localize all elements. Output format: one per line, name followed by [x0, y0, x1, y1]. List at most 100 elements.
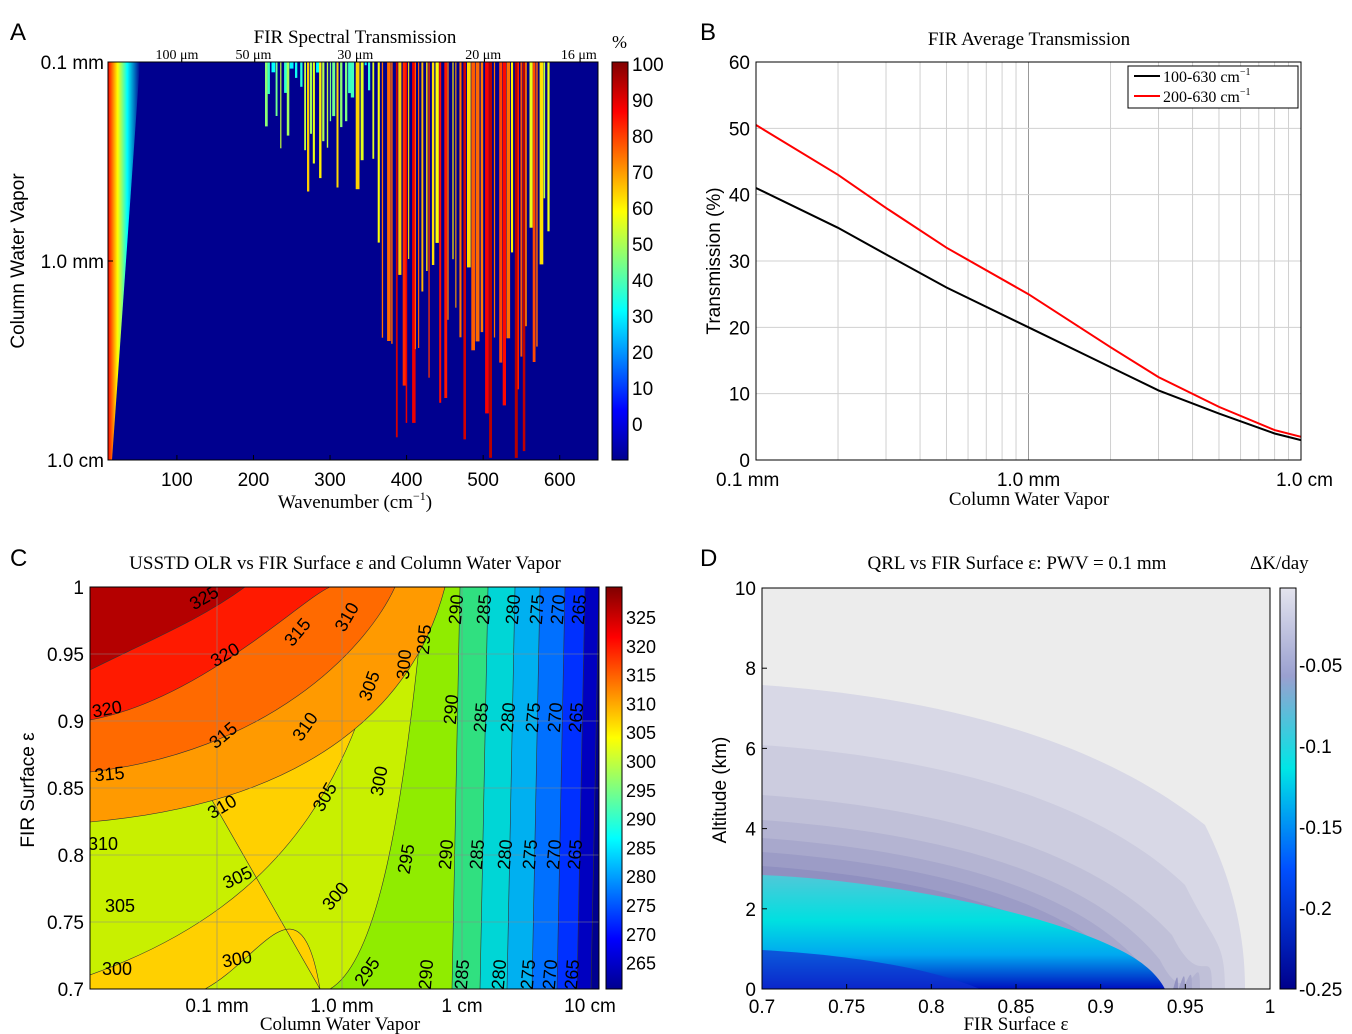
panel-b-frame [755, 61, 1302, 461]
panel-a-xlabel: Wavenumber (cm−1) [278, 489, 432, 513]
panel-b-x-ticks: 0.1 mm 1.0 mm 1.0 cm [716, 470, 1333, 491]
panel-d-ylabel: Altitude (km) [710, 737, 731, 844]
panel-a-plot [107, 61, 599, 461]
y-tick-label: 0.8 [58, 846, 84, 867]
panel-d-colorbar-unit: ΔK/day [1250, 553, 1309, 574]
panel-a-colorbar [611, 61, 629, 461]
spectral-line [459, 62, 462, 338]
panel-b-title: FIR Average Transmission [928, 29, 1131, 50]
panel-d-plot [762, 588, 1270, 989]
panel-b-legend-box [1127, 65, 1299, 109]
panel-b-y-ticks: 0 10 20 30 40 50 60 [729, 53, 750, 472]
panel-b-xlabel: Column Water Vapor [949, 489, 1110, 510]
spectral-line [414, 62, 416, 350]
colorbar-tick-label: 295 [626, 781, 656, 801]
spectral-line [395, 62, 398, 438]
x-tick-label: 500 [467, 470, 499, 491]
y-tick-label: 0.85 [47, 779, 84, 800]
y-tick-label: 50 [729, 119, 750, 140]
spectral-line [336, 62, 339, 188]
panel-a: A FIR Spectral Transmission 100 200 300 400… [8, 19, 664, 513]
x-tick-label: 1 cm [441, 996, 482, 1017]
panel-c-colorbar [605, 586, 623, 990]
panel-a-colorbar-unit: % [612, 32, 627, 52]
spectral-line [480, 62, 484, 333]
contour-label: 270 [544, 702, 567, 734]
spectral-line [271, 62, 276, 73]
x-tick-label: 0.1 mm [185, 996, 248, 1017]
panel-c: C USSTD OLR vs FIR Surface ε and Column … [10, 545, 656, 1034]
panel-a-ylabel: Column Water Vapor [8, 173, 29, 349]
colorbar-tick-label: 80 [632, 127, 653, 148]
spectral-line [364, 62, 367, 66]
contour-label: 290 [445, 594, 468, 626]
spectral-line [387, 62, 391, 341]
spectral-line [275, 62, 278, 116]
x-tick-label: 0.85 [998, 997, 1035, 1018]
contour-label: 265 [565, 702, 588, 734]
spectral-line [536, 62, 538, 347]
spectral-line [539, 62, 544, 265]
series-line [755, 187, 1302, 442]
panel-d-x-ticks: 0.7 0.75 0.8 0.85 0.9 0.95 1 [749, 984, 1276, 1018]
spectral-line [377, 62, 380, 243]
contour-label: 280 [488, 959, 511, 991]
spectral-line [289, 62, 294, 69]
top-tick-label: 20 μm [465, 48, 501, 63]
y-tick-label: 1 [73, 578, 84, 599]
spectral-line [280, 62, 282, 149]
panel-c-letter: C [10, 545, 27, 572]
colorbar-tick-label: 100 [632, 55, 664, 76]
y-tick-label: 0.75 [47, 913, 84, 934]
x-tick-label: 400 [391, 470, 423, 491]
colorbar-tick-label: 310 [626, 694, 656, 714]
spectral-line [522, 62, 526, 452]
spectral-line [405, 62, 408, 423]
spectral-line [489, 62, 492, 458]
spectral-line [319, 62, 322, 179]
colorbar-tick-label: 285 [626, 838, 656, 858]
contour-label: 265 [564, 839, 587, 871]
y-tick-label: 0.9 [58, 712, 84, 733]
contour-label: 275 [517, 959, 540, 991]
spectral-line [520, 62, 523, 357]
spectral-line [381, 62, 384, 338]
colorbar-tick-label: 265 [626, 954, 656, 974]
panel-a-title: FIR Spectral Transmission [254, 27, 457, 48]
spectral-line [485, 62, 489, 414]
x-tick-label: 100 [161, 470, 193, 491]
spectral-line [300, 62, 303, 87]
x-tick-label: 0.1 mm [716, 470, 779, 491]
contour-label: 285 [473, 594, 496, 626]
spectral-line [326, 62, 329, 148]
colorbar-tick-label: 325 [626, 608, 656, 628]
spectral-line [506, 62, 511, 339]
contour-label: 280 [502, 594, 525, 626]
contour-label: 275 [522, 702, 545, 734]
contour-band [90, 587, 246, 671]
colorbar-tick-label: 290 [626, 810, 656, 830]
top-tick-label: 100 μm [155, 48, 198, 63]
panel-c-title: USSTD OLR vs FIR Surface ε and Column Wa… [129, 553, 561, 574]
colorbar-tick-label: 10 [632, 379, 653, 400]
y-tick-label: 0.1 mm [41, 53, 104, 74]
panel-a-x-ticks: 100 200 300 400 500 600 [161, 455, 576, 491]
spectral-line [265, 62, 268, 127]
contour-label: 270 [539, 959, 562, 991]
spectral-line [295, 62, 298, 78]
qrl-band-core [762, 950, 980, 989]
contour-label: 265 [568, 594, 591, 626]
contour-label: 275 [519, 839, 542, 871]
spectral-line [435, 62, 439, 243]
spectral-line [418, 62, 420, 348]
colorbar-tick-label: 30 [632, 307, 653, 328]
y-tick-label: 0.7 [58, 980, 84, 1001]
x-tick-label: 1 [1265, 997, 1276, 1018]
x-tick-label: 200 [238, 470, 270, 491]
spectral-line [502, 62, 506, 406]
y-tick-label: 1.0 cm [47, 451, 104, 472]
spectral-line [547, 62, 550, 232]
x-tick-label: 0.75 [828, 997, 865, 1018]
contour-label: 280 [497, 702, 520, 734]
spectral-line [408, 62, 410, 259]
